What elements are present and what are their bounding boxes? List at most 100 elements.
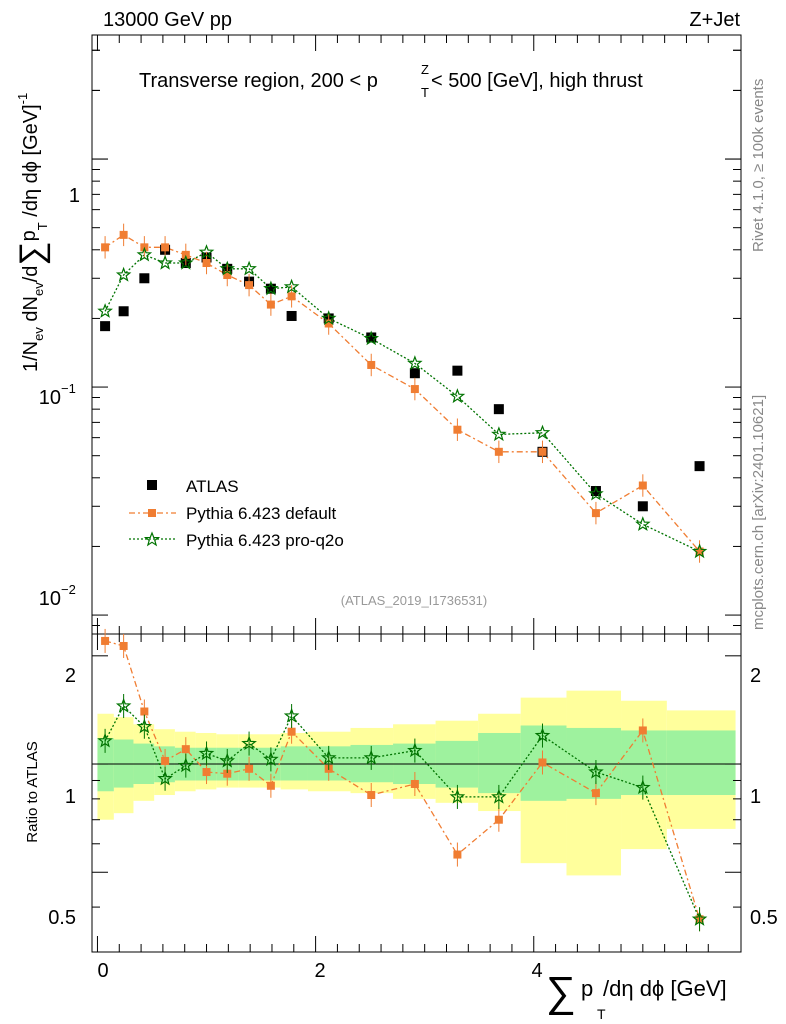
proq2o-point bbox=[491, 426, 507, 442]
default-point bbox=[591, 509, 600, 518]
atlas-point bbox=[265, 283, 276, 294]
proq2o-point bbox=[449, 388, 466, 404]
xlabel-p: p bbox=[581, 976, 593, 1001]
atlas-point bbox=[409, 368, 420, 379]
atlas-point bbox=[493, 404, 504, 415]
default-point bbox=[287, 292, 296, 301]
main-y-tick-labels: 1 10 −1 10 −2 bbox=[39, 185, 80, 610]
proq2o-ratio-point bbox=[219, 752, 235, 768]
band-inner-bin bbox=[280, 746, 308, 781]
title-rest: < 500 [GeV], high thrust bbox=[431, 70, 643, 92]
xlabel-rest: /dη dϕ [GeV] bbox=[603, 976, 727, 1001]
default-ratio-point bbox=[453, 850, 462, 859]
proq2o-ratio-point bbox=[449, 788, 466, 804]
proq2o-point bbox=[115, 266, 132, 282]
proq2o-point bbox=[534, 424, 551, 440]
default-point bbox=[538, 447, 547, 456]
proq2o-ratio-point bbox=[263, 751, 279, 767]
legend-proq2o-label: Pythia 6.423 pro-q2o bbox=[186, 531, 344, 550]
proq2o-ratio-point bbox=[136, 718, 153, 734]
proq2o-point bbox=[691, 543, 708, 559]
ytick-0.1: 10 bbox=[39, 387, 61, 409]
ratio-frame bbox=[91, 633, 742, 953]
proq2o-ratio-point bbox=[363, 749, 380, 765]
rivet-label: Rivet 4.1.0, ≥ 100k events bbox=[750, 79, 767, 252]
proq2o-point bbox=[263, 280, 279, 296]
band-inner-bin bbox=[666, 730, 736, 796]
proq2o-ratio-point bbox=[691, 911, 708, 926]
ylabel-part: /dη dϕ [GeV] bbox=[20, 104, 42, 222]
proq2o-ratio-point bbox=[157, 770, 173, 786]
xtick-4: 4 bbox=[531, 960, 542, 982]
default-ratio-point bbox=[223, 769, 232, 778]
plot-title: Transverse region, 200 < p Z T < 500 [Ge… bbox=[139, 62, 643, 100]
legend-atlas-marker bbox=[147, 480, 157, 490]
ylabel-sub: ev bbox=[31, 327, 46, 341]
proq2o-ratio-point bbox=[198, 745, 215, 761]
legend-default-label: Pythia 6.423 default bbox=[186, 504, 337, 523]
default-point bbox=[266, 300, 275, 309]
band-inner-bin bbox=[566, 727, 622, 799]
xtick-2: 2 bbox=[314, 960, 325, 982]
data-markers bbox=[97, 223, 708, 932]
proq2o-point bbox=[219, 260, 235, 276]
x-tick-labels: 0 2 4 bbox=[97, 960, 542, 982]
ylabel-part: /d bbox=[20, 266, 42, 283]
default-point bbox=[324, 319, 333, 328]
default-ratio-point bbox=[245, 764, 254, 773]
process-label: Z+Jet bbox=[689, 9, 740, 31]
legend-atlas-label: ATLAS bbox=[186, 477, 239, 496]
ylabel-part: dN bbox=[20, 296, 42, 327]
proq2o-ratio-point bbox=[491, 788, 507, 804]
ytick-0.01: 10 bbox=[39, 588, 61, 610]
default-point bbox=[410, 385, 419, 394]
proq2o-point bbox=[635, 516, 651, 531]
default-ratio-point bbox=[181, 745, 190, 754]
rtick-2-left: 2 bbox=[65, 665, 76, 687]
proq2o-point bbox=[363, 330, 380, 346]
svg-text:1/Nev dNev/d∑pT /dη dϕ [GeV]-: 1/Nev dNev/d∑pT /dη dϕ [GeV]-1 bbox=[13, 93, 51, 372]
title-sub: T bbox=[421, 85, 429, 100]
default-point bbox=[367, 360, 376, 369]
title-sup: Z bbox=[421, 62, 429, 77]
legend-proq2o-marker bbox=[143, 531, 161, 547]
proq2o-point bbox=[283, 278, 300, 294]
default-ratio-point bbox=[591, 789, 600, 798]
ratio-tick-labels: 2 1 0.5 2 1 0.5 bbox=[48, 665, 778, 929]
ytick-0.01-exp: −2 bbox=[61, 582, 76, 597]
default-point bbox=[202, 259, 211, 268]
legend: ATLAS Pythia 6.423 default Pythia 6.423 … bbox=[129, 477, 344, 550]
xlabel: ∑ p T /dη dϕ [GeV] bbox=[546, 968, 727, 1022]
energy-label: 13000 GeV pp bbox=[103, 9, 232, 31]
proq2o-ratio-point bbox=[320, 749, 337, 765]
band-inner-bin bbox=[478, 732, 521, 794]
ylabel-sub: ev bbox=[31, 282, 46, 296]
proq2o-ratio-point bbox=[407, 742, 423, 758]
atlas-point bbox=[139, 273, 150, 284]
proq2o-point bbox=[198, 244, 215, 260]
ylabel-p: p bbox=[18, 230, 40, 241]
proq2o-point bbox=[97, 303, 113, 318]
default-ratio-point bbox=[538, 758, 547, 767]
band-inner-bin bbox=[97, 738, 114, 792]
default-ratio-point bbox=[287, 727, 296, 736]
default-ratio-point bbox=[202, 768, 211, 777]
default-ratio-point bbox=[367, 791, 376, 800]
proq2o-ratio-point bbox=[635, 779, 651, 795]
rtick-1-right: 1 bbox=[750, 786, 761, 808]
proq2o-ratio-point bbox=[283, 707, 300, 723]
rtick-2-right: 2 bbox=[750, 665, 761, 687]
title-main: Transverse region, 200 < p bbox=[139, 70, 378, 92]
default-ratio-point bbox=[410, 779, 419, 788]
default-ratio-point bbox=[119, 641, 128, 650]
default-point bbox=[223, 271, 232, 280]
proq2o-point bbox=[241, 260, 257, 276]
default-point bbox=[119, 230, 128, 239]
ylabel-part: 1/N bbox=[20, 341, 42, 372]
axis-ticks bbox=[92, 35, 741, 953]
ylabel-exp: -1 bbox=[15, 93, 30, 105]
default-point bbox=[453, 425, 462, 434]
default-point bbox=[101, 243, 110, 252]
rtick-0.5-left: 0.5 bbox=[48, 907, 76, 929]
atlas-point bbox=[590, 486, 601, 497]
